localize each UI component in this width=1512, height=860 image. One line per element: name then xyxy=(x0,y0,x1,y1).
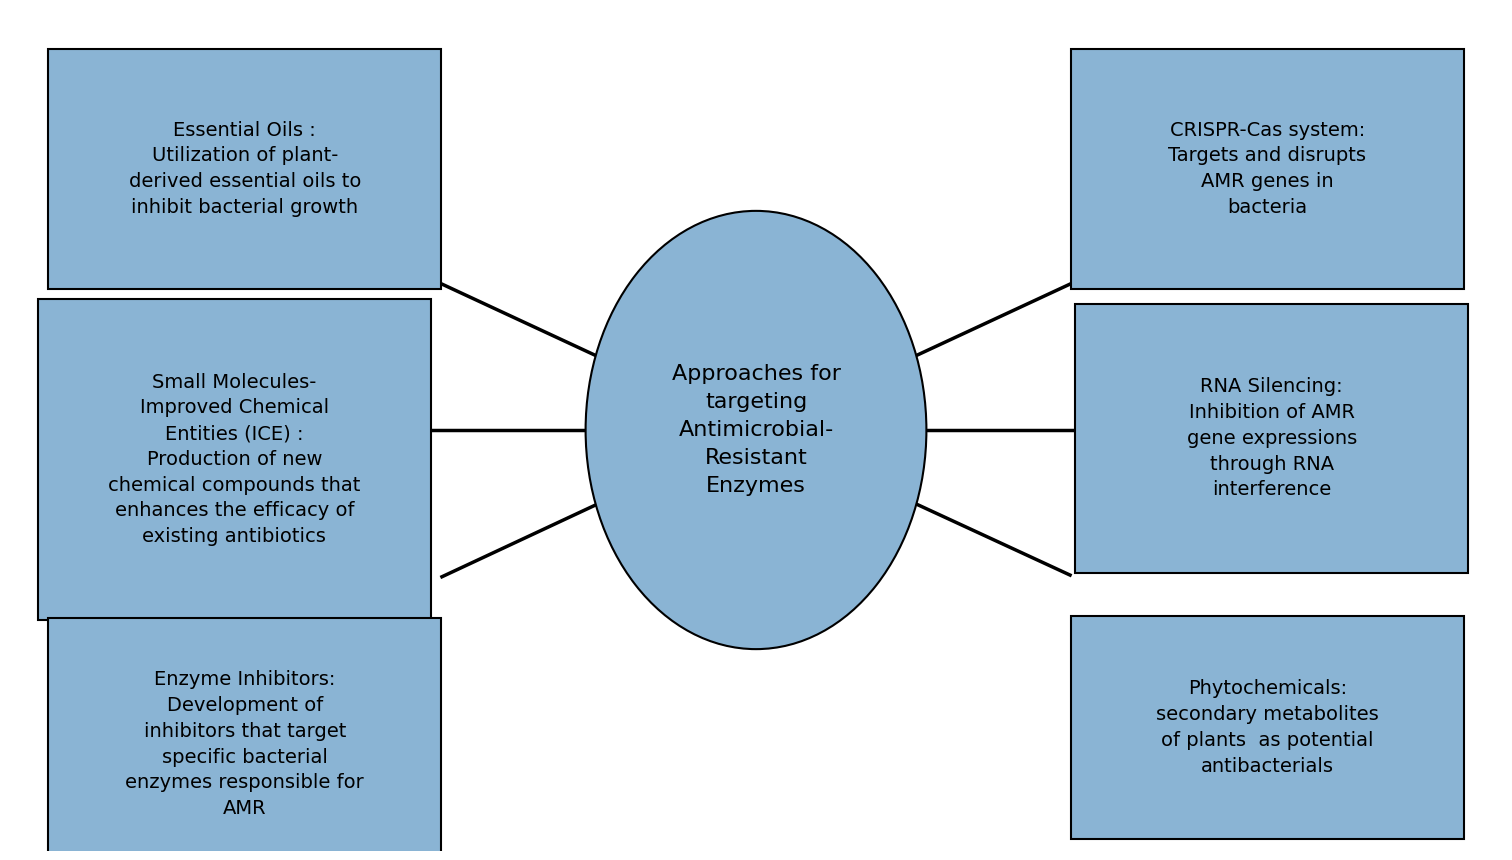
FancyBboxPatch shape xyxy=(38,299,431,619)
Text: Essential Oils :
Utilization of plant-
derived essential oils to
inhibit bacteri: Essential Oils : Utilization of plant- d… xyxy=(129,120,361,217)
FancyBboxPatch shape xyxy=(48,49,442,289)
Text: Enzyme Inhibitors:
Development of
inhibitors that target
specific bacterial
enzy: Enzyme Inhibitors: Development of inhibi… xyxy=(125,671,364,818)
Text: Phytochemicals:
secondary metabolites
of plants  as potential
antibacterials: Phytochemicals: secondary metabolites of… xyxy=(1155,679,1379,776)
FancyBboxPatch shape xyxy=(1070,616,1464,839)
Text: Small Molecules-
Improved Chemical
Entities (ICE) :
Production of new
chemical c: Small Molecules- Improved Chemical Entit… xyxy=(109,372,360,546)
FancyBboxPatch shape xyxy=(48,618,442,860)
Text: RNA Silencing:
Inhibition of AMR
gene expressions
through RNA
interference: RNA Silencing: Inhibition of AMR gene ex… xyxy=(1187,378,1356,500)
Ellipse shape xyxy=(585,211,927,649)
FancyBboxPatch shape xyxy=(1075,304,1468,574)
FancyBboxPatch shape xyxy=(1070,49,1464,289)
Text: Approaches for
targeting
Antimicrobial-
Resistant
Enzymes: Approaches for targeting Antimicrobial- … xyxy=(671,364,841,496)
Text: CRISPR-Cas system:
Targets and disrupts
AMR genes in
bacteria: CRISPR-Cas system: Targets and disrupts … xyxy=(1169,120,1367,217)
